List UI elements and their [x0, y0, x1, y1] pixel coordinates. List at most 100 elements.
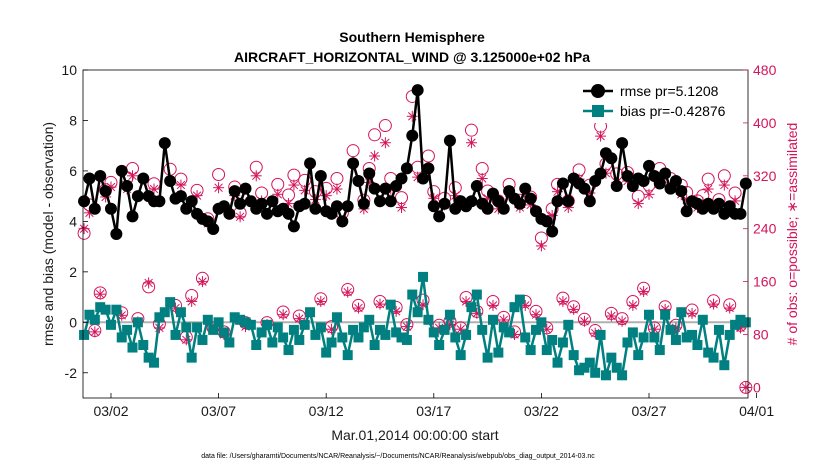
bias-marker	[353, 332, 364, 343]
y-tick-label: 6	[69, 163, 77, 179]
bias-marker	[719, 360, 730, 371]
bias-marker	[423, 314, 434, 325]
bias-marker	[547, 334, 558, 345]
plot-frame	[82, 69, 749, 399]
rmse-marker	[266, 195, 279, 208]
bias-marker	[262, 319, 273, 330]
rmse-marker	[255, 197, 268, 210]
obs-assimilated-marker	[126, 170, 138, 182]
obs-assimilated-marker	[530, 309, 542, 321]
rmse-marker	[330, 200, 343, 213]
asterisk-stroke	[703, 184, 713, 194]
rmse-marker	[583, 195, 596, 208]
obs-assimilated-marker	[638, 286, 650, 298]
asterisk-stroke	[354, 303, 363, 313]
rmse-marker	[497, 202, 510, 215]
bias-marker	[644, 309, 655, 320]
legend-box	[578, 77, 742, 123]
y-right-tick-label: 240	[753, 221, 777, 237]
obs-assimilated-marker	[299, 184, 311, 196]
rmse-marker	[261, 207, 274, 220]
bias-marker	[154, 312, 165, 323]
bias-marker	[520, 332, 531, 343]
obs-assimilated-marker	[568, 303, 580, 315]
asterisk-stroke	[95, 289, 105, 299]
rmse-marker	[104, 202, 117, 215]
bias-marker	[418, 271, 429, 282]
bias-marker	[396, 332, 407, 343]
rmse-marker	[94, 169, 107, 182]
obs-assimilated-marker	[686, 307, 698, 319]
legend-bias-label: bias pr=-0.42876	[620, 103, 726, 119]
plot-area	[77, 84, 753, 394]
obs-assimilated-marker	[627, 299, 639, 311]
y-tick-label: -2	[65, 365, 78, 381]
rmse-marker	[239, 182, 252, 195]
obs-assimilated-marker	[605, 310, 617, 322]
y-right-tick-label: 400	[753, 115, 777, 131]
bias-marker	[132, 317, 143, 328]
x-tick-label: 03/12	[309, 403, 344, 419]
rmse-marker	[417, 172, 430, 185]
chart-title: Southern Hemisphere	[339, 29, 485, 45]
obs-assimilated-marker	[315, 295, 327, 307]
asterisk-stroke	[596, 131, 605, 141]
rmse-marker	[621, 169, 634, 182]
bias-marker	[251, 340, 262, 351]
rmse-marker	[357, 197, 370, 210]
rmse-marker	[126, 210, 139, 223]
bias-marker	[455, 350, 466, 361]
x-tick-label: 03/07	[201, 403, 236, 419]
rmse-marker	[427, 200, 440, 213]
legend-rmse-label: rmse pr=5.1208	[620, 83, 719, 99]
bias-marker	[149, 357, 160, 368]
obs-possible-marker	[739, 380, 753, 394]
bias-marker	[385, 299, 396, 310]
rmse-marker	[223, 207, 236, 220]
rmse-marker	[78, 195, 91, 208]
bias-marker	[235, 314, 246, 325]
bias-marker	[563, 319, 574, 330]
bias-marker	[461, 329, 472, 340]
rmse-marker	[379, 182, 392, 195]
y-right-tick-label: 480	[753, 62, 777, 78]
asterisk-stroke	[375, 299, 385, 309]
bias-marker	[649, 332, 660, 343]
rmse-marker	[153, 195, 166, 208]
bias-marker	[600, 370, 611, 381]
obs-assimilated-marker	[213, 182, 225, 194]
bias-marker	[159, 307, 170, 318]
asterisk-stroke	[720, 180, 729, 190]
asterisk-stroke	[580, 317, 589, 326]
asterisk-stroke	[725, 303, 734, 313]
obs-assimilated-marker	[234, 211, 246, 223]
bias-marker	[584, 357, 595, 368]
bias-marker	[89, 314, 100, 325]
rmse-marker	[562, 195, 575, 208]
y-right-tick-label: 0	[753, 379, 761, 395]
rmse-marker	[368, 182, 381, 195]
bias-marker	[380, 329, 391, 340]
obs-assimilated-marker	[379, 137, 391, 149]
bias-marker	[401, 334, 412, 345]
asterisk-stroke	[79, 224, 89, 233]
x-tick-label: 03/02	[93, 403, 128, 419]
asterisk-stroke	[171, 303, 180, 313]
obs-assimilated-marker	[595, 130, 607, 142]
rmse-marker	[481, 202, 494, 215]
y-axis-right: 0 80 160 240 320 400 480	[743, 62, 777, 395]
bias-marker	[165, 297, 176, 308]
rmse-marker	[551, 195, 564, 208]
bias-marker	[310, 329, 321, 340]
asterisk-stroke	[628, 301, 638, 310]
rmse-marker	[352, 175, 365, 188]
bias-marker	[213, 317, 224, 328]
bias-marker	[541, 345, 552, 356]
rmse-marker	[121, 180, 134, 193]
obs-assimilated-marker	[724, 302, 736, 314]
bias-marker	[557, 337, 568, 348]
bias-marker	[740, 317, 751, 328]
rmse-marker	[373, 195, 386, 208]
data-file-footnote: data file: /Users/gharamti/Documents/NCA…	[201, 453, 595, 460]
asterisk-stroke	[617, 317, 627, 326]
